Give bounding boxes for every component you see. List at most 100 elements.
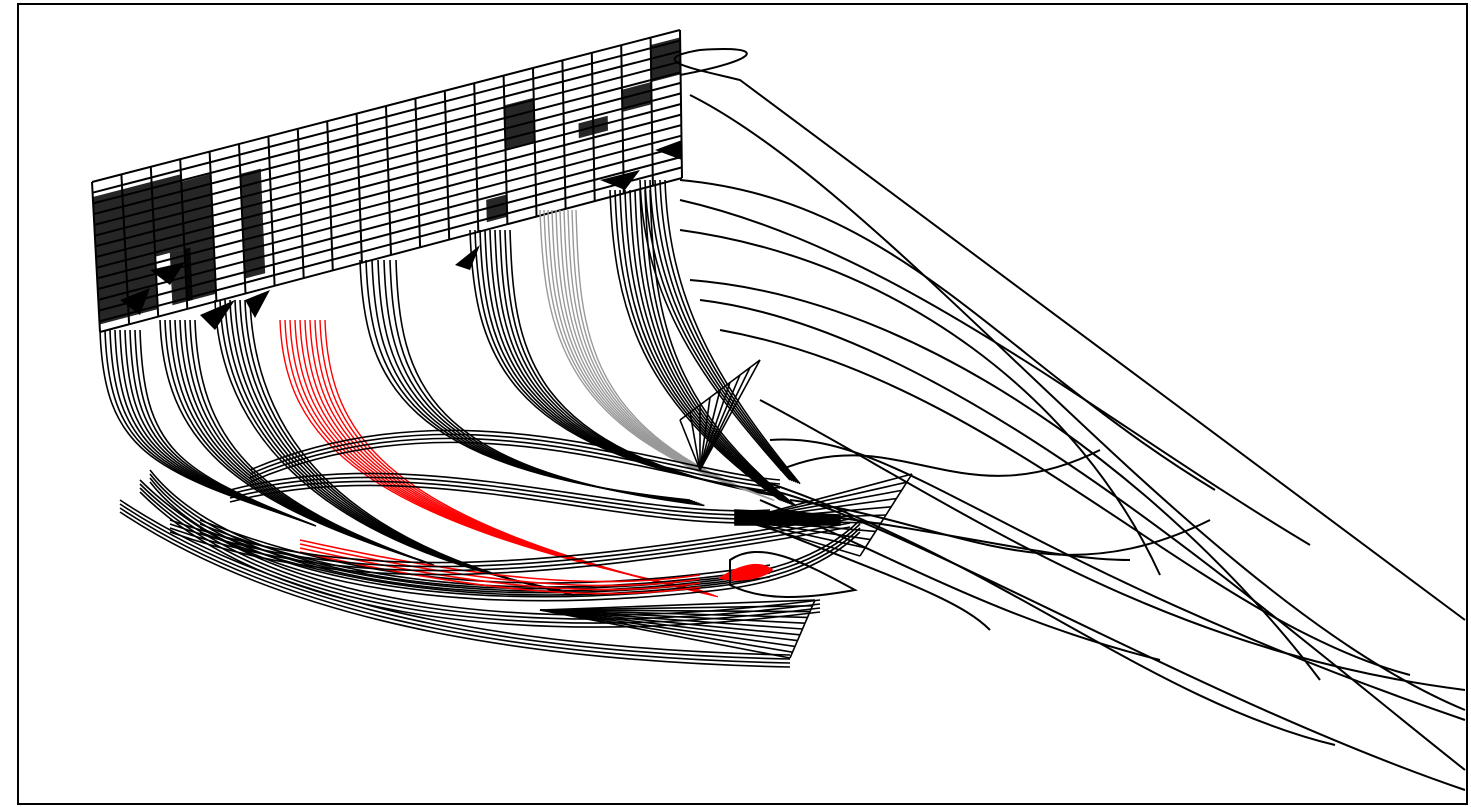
sheet-curve bbox=[509, 229, 777, 497]
sheet-curve bbox=[649, 179, 795, 483]
sheet-curve bbox=[139, 329, 317, 527]
fan-edge bbox=[789, 599, 816, 659]
swoop-curve bbox=[199, 527, 771, 592]
filled-triangle bbox=[200, 300, 235, 330]
swoop-curve bbox=[249, 433, 781, 485]
sheet-curve bbox=[609, 189, 781, 501]
swoop-curve bbox=[169, 526, 851, 576]
swoop-curve bbox=[119, 511, 791, 668]
dark-band bbox=[734, 509, 841, 526]
fan-edge bbox=[679, 359, 761, 421]
fan-ray bbox=[699, 374, 741, 471]
sheet-curve bbox=[664, 179, 801, 485]
tail-curve bbox=[689, 279, 1321, 681]
tail-curve bbox=[719, 329, 1411, 676]
fan-ray bbox=[699, 367, 751, 471]
swoop-curve bbox=[119, 503, 791, 660]
swoop-curve bbox=[299, 551, 701, 595]
swoop-curve bbox=[249, 437, 781, 489]
tail-curve bbox=[749, 519, 991, 631]
sheet-curve bbox=[624, 189, 787, 503]
fan-ray bbox=[539, 609, 791, 659]
fan-ray bbox=[539, 609, 796, 648]
filled-facet bbox=[622, 82, 652, 112]
swoop-curve bbox=[299, 547, 701, 591]
filled-facet bbox=[578, 115, 608, 139]
tail-curve bbox=[699, 299, 1466, 771]
grid-row-line bbox=[92, 50, 681, 205]
sheet-curve bbox=[649, 189, 797, 507]
swoop-curve bbox=[199, 523, 771, 588]
fan-ray bbox=[539, 605, 813, 611]
sheet-curve bbox=[395, 259, 705, 507]
swoop-curve bbox=[169, 514, 851, 564]
red-knot bbox=[718, 563, 774, 581]
fan-ray bbox=[539, 609, 793, 653]
tail-curve bbox=[779, 509, 1131, 561]
fan-ray bbox=[699, 397, 711, 471]
sheet-curve bbox=[575, 209, 775, 502]
fan-ray bbox=[739, 519, 861, 557]
filled-facet bbox=[240, 168, 266, 279]
tail-curve bbox=[679, 179, 1216, 491]
grid-row-line bbox=[91, 29, 681, 183]
sheet-curve bbox=[249, 299, 575, 597]
fan-surfaces bbox=[539, 359, 913, 659]
swoop-curve bbox=[229, 472, 771, 512]
fan-ray bbox=[539, 609, 798, 642]
filled-facet bbox=[151, 174, 185, 257]
filled-triangle bbox=[655, 140, 682, 160]
fan-ray bbox=[539, 599, 816, 611]
grid-row-line bbox=[99, 177, 683, 333]
dark-knot bbox=[729, 551, 858, 598]
swoop-curve bbox=[139, 479, 821, 616]
sheet-curve bbox=[619, 189, 785, 503]
fan-ray bbox=[539, 609, 806, 624]
sheet-curve bbox=[654, 179, 797, 483]
swoop-curve bbox=[119, 499, 791, 656]
grid-row-line bbox=[92, 39, 681, 194]
swoop-curve bbox=[249, 429, 781, 481]
fan-ray bbox=[689, 412, 701, 471]
fan-ray bbox=[539, 609, 803, 630]
filled-triangle bbox=[455, 245, 480, 270]
swoop-curve bbox=[169, 518, 851, 568]
tail-curve bbox=[673, 48, 1466, 621]
tail-curve bbox=[759, 479, 1336, 746]
tail-curve bbox=[679, 199, 1311, 546]
filled-facet bbox=[92, 181, 158, 325]
fan-ray bbox=[699, 382, 731, 471]
tail-curve bbox=[779, 449, 1101, 477]
long-tail-curves bbox=[673, 48, 1466, 791]
swoop-curve bbox=[229, 484, 771, 524]
sheet-curve bbox=[194, 319, 435, 567]
filled-triangle bbox=[600, 170, 640, 190]
filled-triangle bbox=[150, 262, 185, 285]
filled-facet bbox=[504, 97, 535, 150]
sheet-curve bbox=[644, 189, 795, 506]
swoop-curve bbox=[199, 519, 771, 584]
filled-triangle bbox=[120, 288, 150, 315]
sheet-curve bbox=[634, 189, 791, 505]
sheet-curve bbox=[644, 179, 793, 482]
swoop-curve bbox=[229, 480, 771, 520]
figure-border bbox=[17, 3, 1468, 805]
swoop-curve bbox=[119, 507, 791, 664]
sheet-curve bbox=[659, 179, 799, 484]
fan-ray bbox=[539, 609, 811, 613]
tail-curve bbox=[689, 94, 1466, 711]
tail-curve bbox=[769, 438, 1466, 721]
fan-edge bbox=[859, 473, 913, 557]
sheet-curve bbox=[629, 189, 789, 504]
tail-curve bbox=[679, 229, 1161, 576]
fan-ray bbox=[539, 609, 801, 636]
swoop-curve bbox=[169, 522, 851, 572]
swoop-curve bbox=[299, 543, 701, 587]
swoop-curve bbox=[139, 483, 821, 620]
tail-curve bbox=[759, 399, 1466, 691]
sheet-curve bbox=[614, 189, 783, 502]
filled-facet bbox=[486, 194, 508, 223]
sheet-curve bbox=[639, 189, 793, 506]
fan-ray bbox=[679, 419, 701, 471]
